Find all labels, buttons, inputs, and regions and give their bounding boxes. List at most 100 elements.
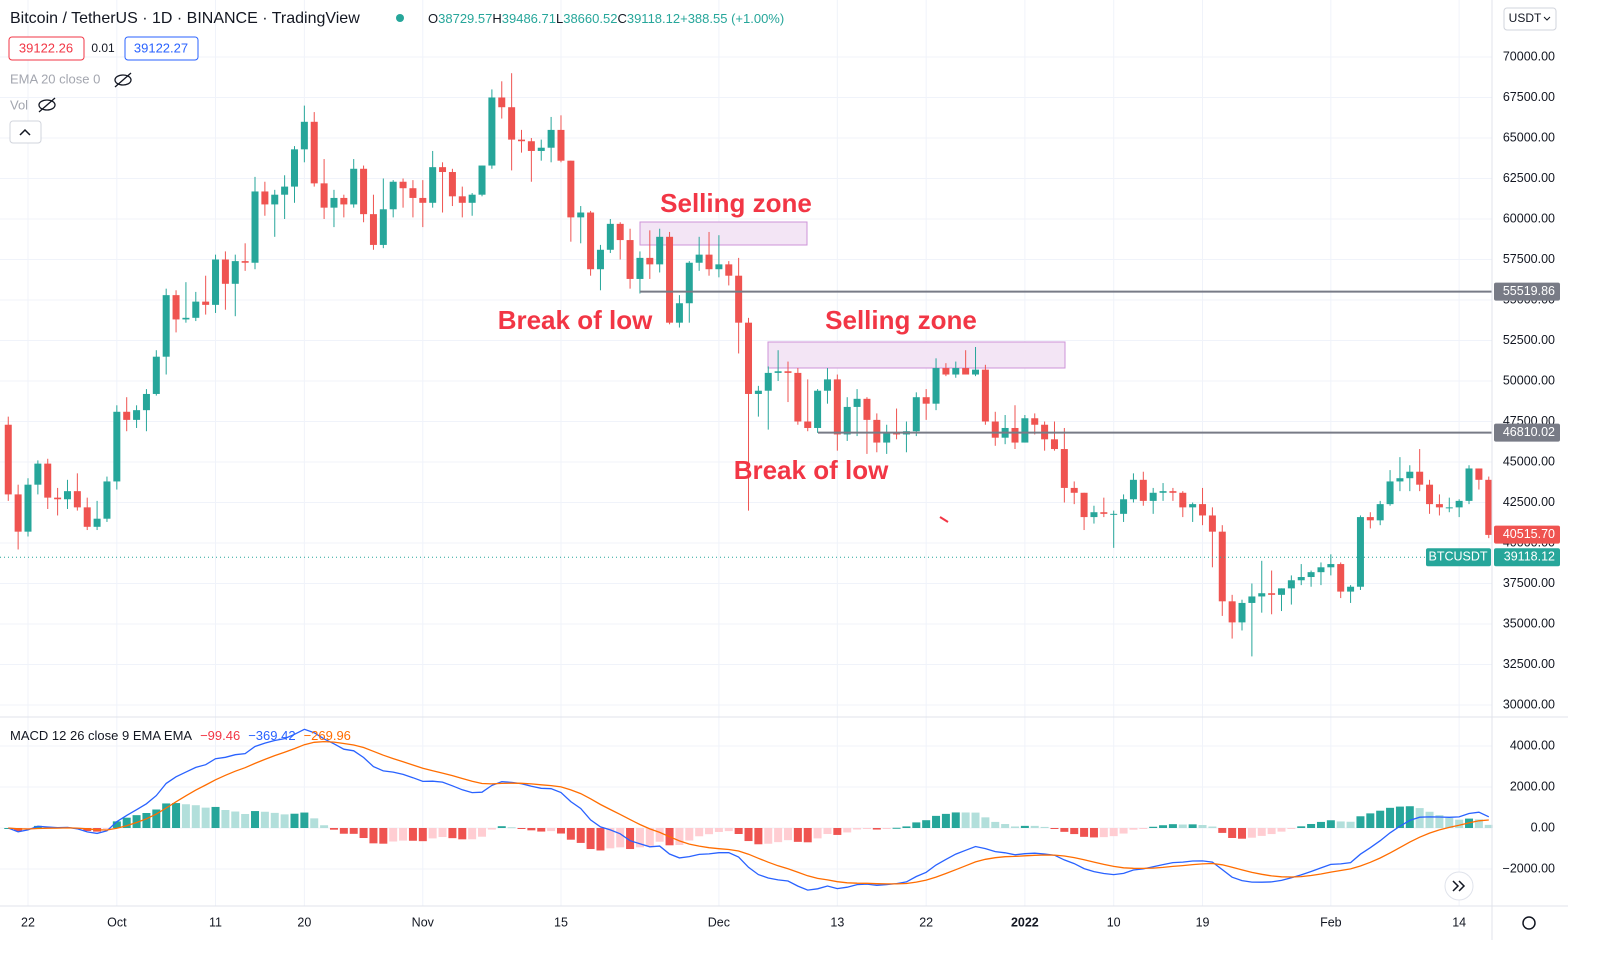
y-tick-label: 35000.00 <box>1503 616 1555 630</box>
candle-body <box>1208 515 1216 532</box>
symbol-title: Bitcoin / TetherUS · 1D · BINANCE · Trad… <box>10 10 360 27</box>
selling-zone-box <box>767 341 1066 369</box>
macd-histogram-bar <box>853 828 862 830</box>
macd-histogram-bar <box>685 828 694 841</box>
macd-histogram-bar <box>813 828 822 839</box>
candle-body <box>587 212 595 270</box>
x-tick-label: 19 <box>1196 915 1210 929</box>
settings-icon[interactable] <box>1522 916 1536 930</box>
collapse-icon <box>19 128 31 136</box>
macd-histogram-bar <box>1218 828 1227 833</box>
macd-histogram-bar <box>892 827 901 829</box>
macd-histogram-bar <box>1277 828 1286 832</box>
candle-body <box>142 393 150 411</box>
candle-body <box>281 186 289 195</box>
macd-histogram-bar <box>1346 821 1355 828</box>
selling-zone-box <box>639 221 808 246</box>
ohlc-key: C <box>617 11 626 26</box>
annotation: Selling zone <box>660 188 812 218</box>
candle-body <box>340 197 348 205</box>
candle-body <box>182 317 190 320</box>
macd-histogram-bar <box>1228 828 1237 838</box>
macd-histogram-bar <box>201 807 210 828</box>
candle-body <box>448 172 456 197</box>
macd-histogram-bar <box>1445 817 1454 828</box>
candle-body <box>1011 427 1019 443</box>
x-tick-label: Oct <box>107 915 127 929</box>
macd-histogram-bar <box>774 828 783 843</box>
macd-histogram-bar <box>132 815 141 828</box>
candle-body <box>1238 602 1246 623</box>
candle-body <box>24 484 32 532</box>
hidden-icon[interactable] <box>38 72 132 113</box>
buy-price[interactable]: 39122.27 <box>134 40 188 55</box>
candle-body <box>666 236 674 323</box>
macd-histogram-bar <box>645 828 654 846</box>
annotation: Break of low <box>734 455 889 485</box>
buy-button[interactable] <box>124 36 199 61</box>
plot <box>0 73 1493 891</box>
candle-body <box>547 129 555 148</box>
symbol-label: BTCUSDT <box>1428 550 1487 564</box>
spread: 0.01 <box>91 41 115 55</box>
candle-body <box>1356 517 1364 587</box>
macd-histogram-bar <box>655 828 664 842</box>
macd-histogram-bar <box>399 828 408 841</box>
macd-histogram-bar <box>448 828 457 839</box>
indicator-vol[interactable]: Vol <box>10 97 28 112</box>
ohlc-change: +388.55 (+1.00%) <box>680 11 784 26</box>
macd-histogram-bar <box>418 828 427 842</box>
macd-histogram-bar <box>1089 828 1098 838</box>
collapse-button[interactable] <box>9 120 42 144</box>
level-label: 55519.86 <box>1503 284 1555 298</box>
candle-body <box>379 209 387 245</box>
macd-histogram-bar <box>705 828 714 835</box>
last-price: 40515.70 <box>1503 527 1555 541</box>
macd-histogram-bar <box>1099 828 1108 838</box>
macd-histogram-bar <box>1050 828 1059 829</box>
candle-body <box>1169 491 1177 493</box>
candle-body <box>1021 418 1029 443</box>
currency[interactable]: USDT <box>1509 11 1542 25</box>
candle-body <box>804 421 812 428</box>
candle-body <box>63 491 71 500</box>
indicator-ema[interactable]: EMA 20 close 0 <box>10 71 100 86</box>
candle-body <box>764 372 772 391</box>
macd-histogram-bar <box>458 828 467 840</box>
candle-body <box>103 481 111 519</box>
candle-body <box>271 194 279 205</box>
macd-histogram-bar <box>1326 820 1335 828</box>
candle-body <box>350 168 358 205</box>
candle-body <box>567 160 575 218</box>
candle-body <box>300 121 308 150</box>
macd-histogram-bar <box>714 828 723 832</box>
ohlc-value: 38660.52 <box>563 11 617 26</box>
candle-body <box>488 97 496 166</box>
macd-histogram-bar <box>1297 826 1306 828</box>
candle-body <box>577 212 585 218</box>
macd-histogram-bar <box>961 812 970 828</box>
macd-histogram-bar <box>596 828 605 851</box>
candle-body <box>14 494 22 532</box>
macd-histogram-bar <box>221 810 230 828</box>
macd-histogram-bar <box>1405 806 1414 828</box>
macd-histogram-bar <box>1149 826 1158 828</box>
macd-histogram-bar <box>626 828 635 850</box>
candle-body <box>705 254 713 270</box>
candle-body <box>833 379 841 435</box>
macd-histogram-bar <box>586 828 595 850</box>
annotation-stroke <box>939 516 949 523</box>
x-tick-label: Feb <box>1320 915 1342 929</box>
candle-body <box>498 97 506 108</box>
sell-price[interactable]: 39122.26 <box>19 40 73 55</box>
ohlc-value: 38729.57 <box>438 11 492 26</box>
currency-button[interactable] <box>1503 7 1557 31</box>
y-tick-label: 50000.00 <box>1503 373 1555 387</box>
macd-histogram-bar <box>527 828 536 831</box>
candle-body <box>369 214 377 245</box>
macd-histogram-bar <box>122 817 131 828</box>
macd-histogram-bar <box>1336 821 1345 828</box>
sell-button[interactable] <box>8 36 85 61</box>
macd-histogram-bar <box>537 828 546 832</box>
